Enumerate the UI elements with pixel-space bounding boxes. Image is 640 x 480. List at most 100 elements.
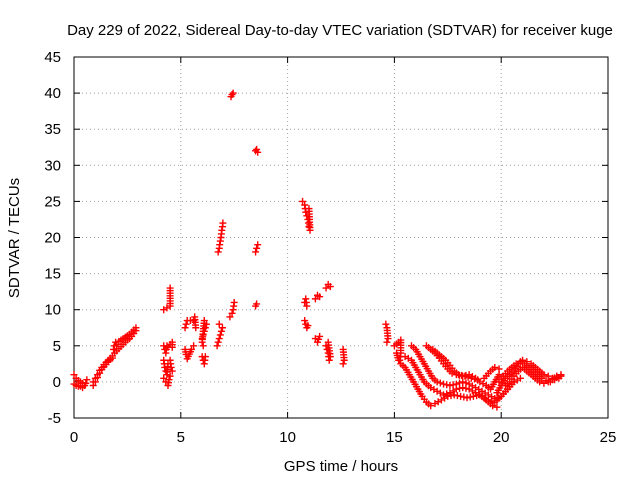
data-point (228, 91, 236, 99)
data-point (461, 372, 469, 380)
data-point (322, 284, 330, 292)
x-tick-label: 5 (177, 429, 185, 446)
y-tick-label: 10 (44, 302, 61, 319)
data-point (324, 338, 332, 346)
data-point (216, 331, 224, 339)
data-point (190, 342, 198, 350)
data-point (228, 309, 236, 317)
data-point (167, 363, 175, 371)
data-point (316, 293, 324, 301)
data-point (219, 219, 227, 227)
y-tick-label: 40 (44, 85, 61, 102)
data-point (557, 371, 565, 379)
data-point (512, 360, 520, 368)
data-point (163, 342, 171, 350)
data-point (436, 379, 444, 387)
data-point (108, 354, 116, 362)
data-point (464, 373, 472, 381)
data-point (449, 381, 457, 389)
data-point (165, 376, 173, 384)
y-tick-label: -5 (48, 410, 61, 427)
data-point (471, 375, 478, 383)
data-point (83, 376, 91, 384)
data-point (450, 391, 458, 399)
data-point (540, 379, 548, 387)
data-point (303, 302, 311, 310)
data-point (553, 372, 561, 380)
x-tick-label: 25 (600, 429, 617, 446)
axis-ticks: 0 5 10 15 20 25 -5 0 5 10 15 20 25 30 35 40 45 (44, 49, 616, 446)
y-tick-label: 0 (53, 374, 61, 391)
data-point (82, 379, 90, 387)
data-point (168, 367, 176, 375)
y-tick-label: 30 (44, 157, 61, 174)
data-point (326, 283, 334, 291)
data-point (469, 392, 477, 400)
x-axis-label: GPS time / hours (284, 458, 398, 475)
data-point (458, 371, 466, 379)
data-point (187, 345, 195, 353)
data-point (226, 313, 234, 321)
data-point (215, 335, 223, 343)
data-point (230, 298, 238, 306)
data-point (229, 89, 237, 97)
data-point (181, 324, 189, 332)
data-point (160, 374, 168, 382)
data-point (252, 248, 260, 256)
data-point (182, 320, 190, 328)
data-point (89, 382, 97, 390)
data-point (493, 403, 501, 411)
data-point (96, 369, 104, 377)
y-tick-label: 25 (44, 193, 61, 210)
chart-title: Day 229 of 2022, Sidereal Day-to-day VTE… (67, 22, 613, 39)
data-point (443, 381, 451, 389)
data-point (311, 295, 319, 303)
data-points (70, 89, 565, 411)
data-point (466, 393, 474, 401)
data-point (192, 324, 200, 332)
data-point (91, 378, 99, 386)
data-point (491, 395, 499, 403)
data-point (474, 376, 482, 384)
data-point (491, 363, 499, 371)
data-point (299, 197, 307, 205)
data-point (384, 335, 392, 343)
data-point (395, 356, 403, 364)
data-point (199, 342, 207, 350)
data-point (536, 378, 544, 386)
data-point (304, 322, 312, 330)
data-point (452, 380, 460, 388)
y-axis-label: SDTVAR / TECUs (6, 178, 23, 298)
data-point (316, 332, 324, 340)
data-point (340, 356, 348, 364)
data-point (383, 338, 391, 346)
x-tick-label: 10 (279, 429, 296, 446)
data-point (166, 372, 174, 380)
data-point (440, 391, 448, 399)
data-point (457, 392, 465, 400)
data-point (489, 402, 497, 410)
data-point (433, 378, 441, 386)
data-point (460, 393, 468, 401)
y-tick-label: 35 (44, 121, 61, 138)
data-point (516, 358, 524, 366)
data-point (456, 379, 464, 387)
data-point (93, 374, 101, 382)
y-tick-label: 5 (53, 338, 61, 355)
data-point (214, 248, 222, 256)
data-point (253, 300, 261, 308)
data-point (254, 148, 262, 156)
data-point (198, 338, 206, 346)
data-point (495, 365, 503, 373)
x-tick-label: 15 (386, 429, 403, 446)
data-point (214, 338, 222, 346)
data-point (70, 371, 78, 379)
data-point (253, 244, 261, 252)
data-point (463, 394, 471, 402)
data-point (201, 353, 209, 361)
data-point (217, 327, 225, 335)
data-point (311, 335, 319, 343)
data-point (494, 393, 502, 401)
x-tick-label: 20 (493, 429, 510, 446)
data-point (538, 374, 546, 382)
